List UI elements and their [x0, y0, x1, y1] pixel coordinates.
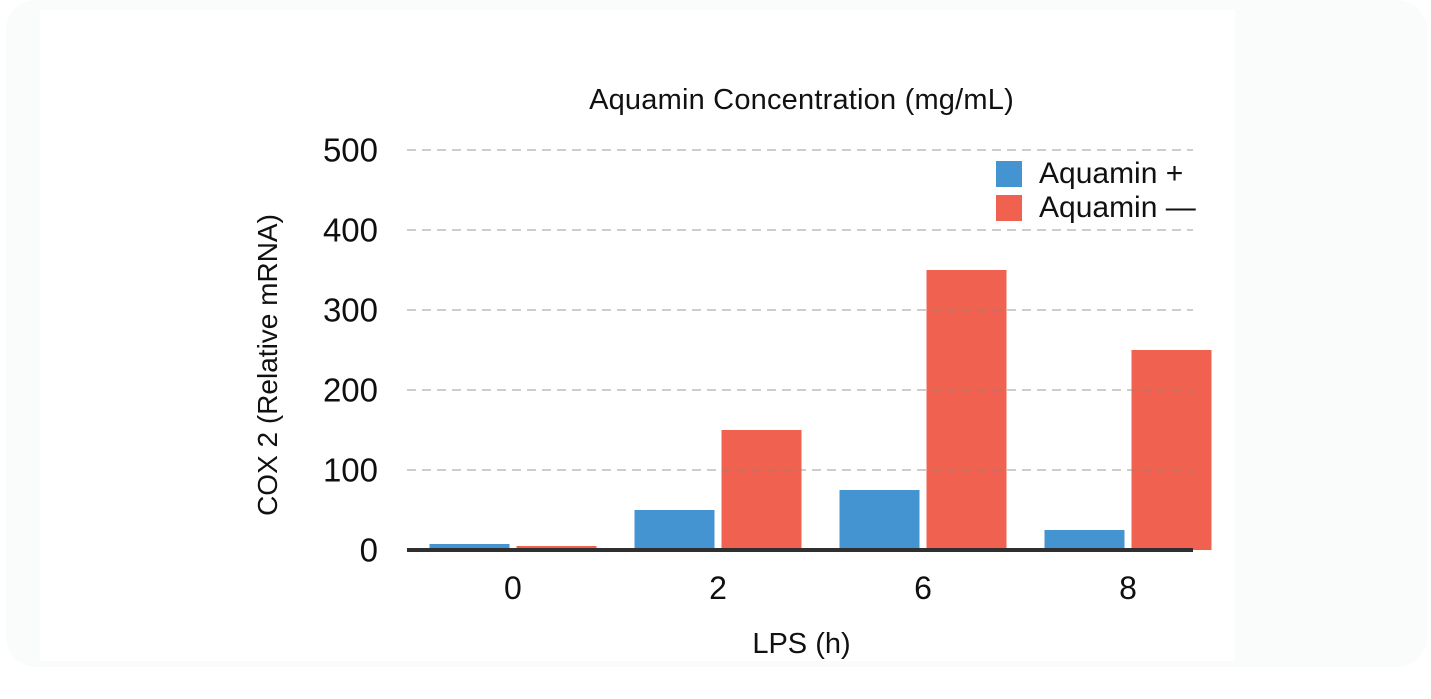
bar-group-lps-8: [1044, 350, 1212, 550]
bar-aquamin-plus-lps-2: [634, 510, 715, 550]
gridline-400: [407, 229, 1193, 231]
x-tick-label: 0: [504, 570, 522, 606]
y-tick-label: 300: [322, 291, 378, 329]
chart-title: Aquamin Concentration (mg/mL): [589, 84, 1014, 116]
bar-group-lps-2: [634, 430, 802, 550]
bar-aquamin-plus-lps-6: [839, 490, 920, 550]
x-axis-title: LPS (h): [752, 628, 851, 660]
y-tick-label: 100: [322, 451, 378, 489]
chart-card: [40, 10, 1235, 661]
legend-swatch: [996, 194, 1022, 221]
x-axis-line: [407, 548, 1193, 552]
bar-aquamin-minus-lps-2: [721, 430, 802, 550]
legend-swatch: [996, 160, 1022, 187]
bar-aquamin-minus-lps-6: [926, 270, 1007, 550]
plot-area: [407, 149, 1212, 552]
bar-aquamin-plus-lps-0: [429, 543, 510, 550]
y-tick-label: 200: [322, 371, 378, 409]
legend-item: Aquamin +: [996, 158, 1196, 189]
bar-aquamin-minus-lps-8: [1131, 350, 1212, 550]
legend: Aquamin + Aquamin —: [996, 158, 1196, 223]
gridline-500: [407, 149, 1193, 151]
y-tick-label: 500: [322, 131, 378, 169]
bar-aquamin-plus-lps-8: [1044, 530, 1125, 550]
x-axis-ticks: 0 2 6 8: [410, 572, 1193, 614]
bar-group-lps-6: [839, 270, 1007, 550]
legend-item: Aquamin —: [996, 192, 1196, 223]
y-tick-label: 400: [322, 211, 378, 249]
x-tick-label: 6: [914, 570, 932, 606]
legend-label: Aquamin —: [1039, 190, 1196, 224]
gridline-300: [407, 309, 1193, 311]
x-tick-label: 2: [709, 570, 727, 606]
legend-label: Aquamin +: [1039, 156, 1184, 190]
y-tick-label: 0: [359, 531, 378, 569]
x-tick-label: 8: [1119, 570, 1137, 606]
y-axis-ticks: 0 100 200 300 400 500: [258, 134, 378, 567]
